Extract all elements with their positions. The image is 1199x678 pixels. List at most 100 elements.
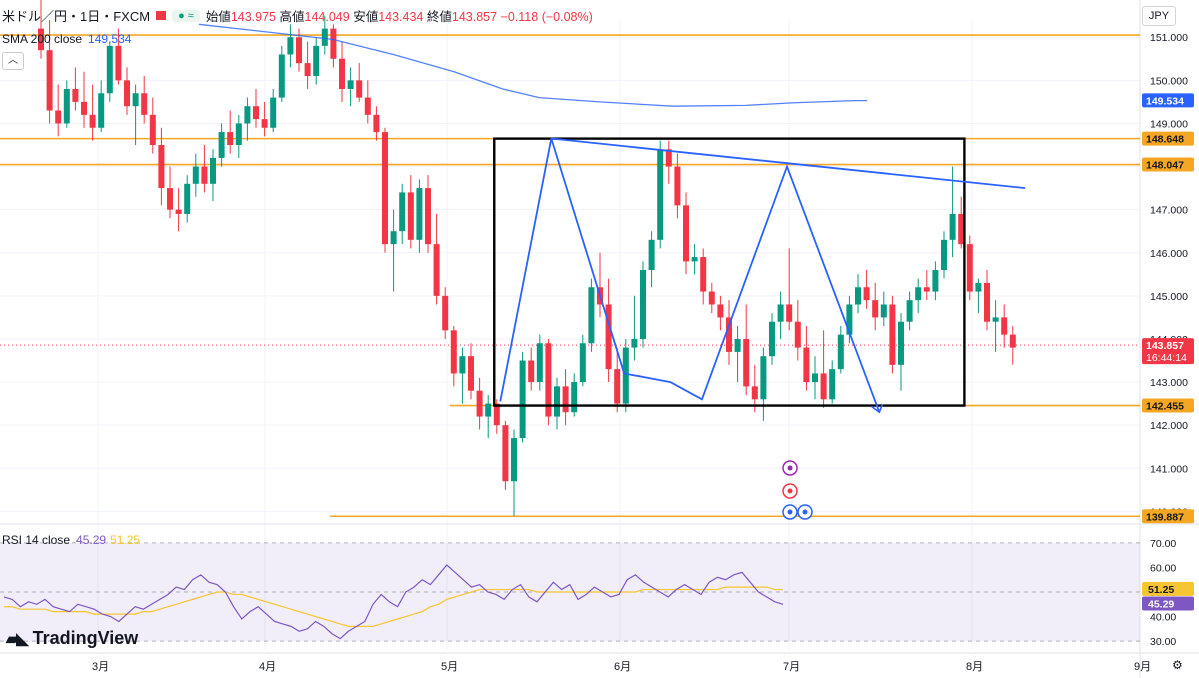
pattern-line <box>499 138 881 413</box>
candle-body <box>588 287 595 344</box>
candle-body <box>932 270 939 292</box>
candle-body <box>38 28 44 51</box>
sma-legend[interactable]: SMA 200 close 149.534 <box>2 32 132 46</box>
collapse-legend-button[interactable]: ︿ <box>2 52 24 70</box>
candle-body <box>665 149 672 167</box>
candle-body <box>898 321 904 365</box>
candle-body <box>579 343 586 383</box>
candle-body <box>855 287 861 305</box>
price-tag-label: 148.047 <box>1146 160 1184 172</box>
rsi-tag-label: 51.25 <box>1148 584 1174 596</box>
market-status-badge[interactable]: ● ≈ <box>172 9 200 22</box>
price-tick-label: 150.000 <box>1150 75 1188 87</box>
event-icon-dot <box>787 509 793 515</box>
rsi-tag-label: 45.29 <box>1148 599 1174 611</box>
candle-body <box>287 37 294 55</box>
candle-body <box>339 58 345 89</box>
rsi-tick-label: 30.00 <box>1150 636 1176 648</box>
candle-body <box>837 334 844 370</box>
candle-body <box>476 390 483 417</box>
candle-body <box>485 403 492 417</box>
candle-body <box>416 188 423 240</box>
candle-body <box>863 287 870 301</box>
candle-body <box>167 188 173 210</box>
candle-body <box>984 282 990 322</box>
event-icon-dot <box>787 465 793 471</box>
candle-body <box>992 317 999 322</box>
candle-body <box>554 386 560 417</box>
settings-icon[interactable]: ⚙ <box>1172 658 1183 672</box>
candle-body <box>468 356 474 391</box>
price-tick-label: 147.000 <box>1150 205 1188 217</box>
symbol-title[interactable]: 米ドル／円・1日・FXCM <box>2 9 151 24</box>
candle-body <box>321 28 328 46</box>
candle-body <box>786 304 793 322</box>
candle-body <box>734 338 741 352</box>
candle-body <box>55 110 62 124</box>
price-tick-label: 141.000 <box>1150 463 1188 475</box>
candle-body <box>941 239 947 270</box>
price-tick-label: 146.000 <box>1150 248 1188 260</box>
candle-body <box>313 45 320 77</box>
arrow-head <box>870 403 884 414</box>
candle-body <box>1009 334 1016 348</box>
rsi-tag <box>1142 581 1194 596</box>
candle-body <box>614 369 621 404</box>
candle-body <box>915 287 922 301</box>
sma200-line <box>198 23 868 107</box>
candle-body <box>218 132 225 158</box>
price-tag <box>1142 131 1194 146</box>
candle-body <box>846 304 853 335</box>
candle-body <box>906 300 913 322</box>
candle-body <box>296 37 302 64</box>
candle-body <box>743 338 750 387</box>
candle-body <box>184 183 191 214</box>
candle-body <box>210 157 216 184</box>
candle-body <box>149 114 156 145</box>
price-tag <box>1142 398 1194 413</box>
candle-body <box>442 295 449 331</box>
candle-body <box>235 123 242 145</box>
chart-header: 米ドル／円・1日・FXCM ● ≈ 始値143.975 高値144.049 安値… <box>2 6 593 25</box>
candle-body <box>433 244 440 296</box>
currency-selector[interactable]: JPY <box>1142 6 1176 26</box>
candle-body <box>253 106 259 120</box>
candle-body <box>751 386 758 400</box>
candle-body <box>657 149 664 240</box>
candle-body <box>425 188 431 245</box>
candle-body <box>571 382 578 413</box>
candle-body <box>356 80 363 98</box>
candle-body <box>192 166 199 184</box>
pattern-line <box>551 137 1026 189</box>
candle-body <box>46 50 53 111</box>
candle-body <box>812 373 818 383</box>
candle-body <box>502 425 509 482</box>
candle-body <box>132 93 139 107</box>
candle-body <box>923 287 930 292</box>
candle-body <box>450 330 457 374</box>
price-tick-label: 149.000 <box>1150 118 1188 130</box>
candle-body <box>141 93 148 115</box>
flag-icon[interactable] <box>156 11 167 20</box>
tradingview-logo-icon: ▰◣ <box>6 630 29 648</box>
time-tick-label: 3月 <box>92 661 109 673</box>
candle-body <box>98 93 105 128</box>
price-tag-label: 139.887 <box>1146 511 1184 523</box>
candle-body <box>562 386 569 413</box>
price-tag <box>1142 509 1194 524</box>
candle-body <box>227 132 234 145</box>
candle-body <box>700 257 707 292</box>
rsi-legend[interactable]: RSI 14 close 45.29 51.25 <box>2 533 141 547</box>
price-tick-label: 142.000 <box>1150 420 1188 432</box>
candle-body <box>1001 317 1008 335</box>
candle-body <box>270 97 277 128</box>
candle-body <box>89 114 96 128</box>
candle-body <box>958 213 965 245</box>
event-icon-dot <box>787 488 793 494</box>
candle-body <box>536 343 543 383</box>
price-tag <box>1142 93 1194 108</box>
candle-body <box>244 106 251 124</box>
candle-body <box>158 145 165 189</box>
candle-body <box>124 80 130 107</box>
